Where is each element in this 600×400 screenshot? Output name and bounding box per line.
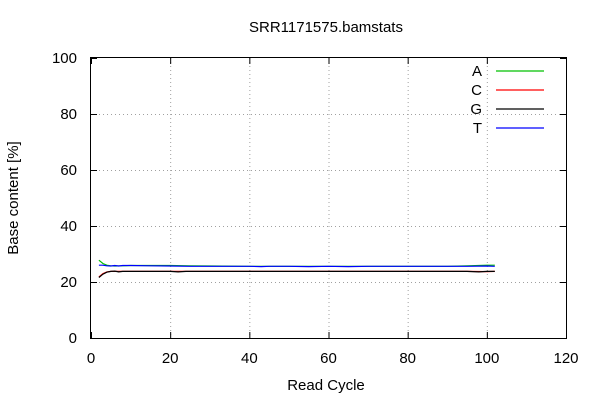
ticks [91,58,567,339]
plot-frame [90,57,567,339]
x-tick-label: 60 [320,350,337,367]
series-line-c [98,270,495,278]
x-tick-label: 40 [241,350,258,367]
chart-title: SRR1171575.bamstats [249,19,403,36]
y-tick-label: 100 [52,50,77,67]
y-tick-label: 60 [60,162,77,179]
x-tick-label: 20 [162,350,179,367]
legend-label-a: A [472,63,482,80]
x-axis-label: Read Cycle [287,377,365,394]
x-tick-label: 0 [87,350,95,367]
legend-label-c: C [471,82,482,99]
x-tick-label: 100 [474,350,499,367]
y-tick-label: 40 [60,218,77,235]
legend-label-t: T [473,120,482,137]
y-tick-label: 20 [60,274,77,291]
series-group [98,259,495,278]
legend-label-g: G [470,101,482,118]
y-tick-label: 0 [69,330,77,347]
y-axis-label: Base content [%] [5,141,22,254]
series-line-t [98,264,495,268]
series-line-g [98,270,495,278]
x-tick-label: 80 [399,350,416,367]
x-tick-label: 120 [553,350,578,367]
tick-labels: 0 20 40 60 80 100 120 0 20 40 60 80 100 [52,50,579,367]
y-tick-label: 80 [60,106,77,123]
grid [91,58,566,338]
